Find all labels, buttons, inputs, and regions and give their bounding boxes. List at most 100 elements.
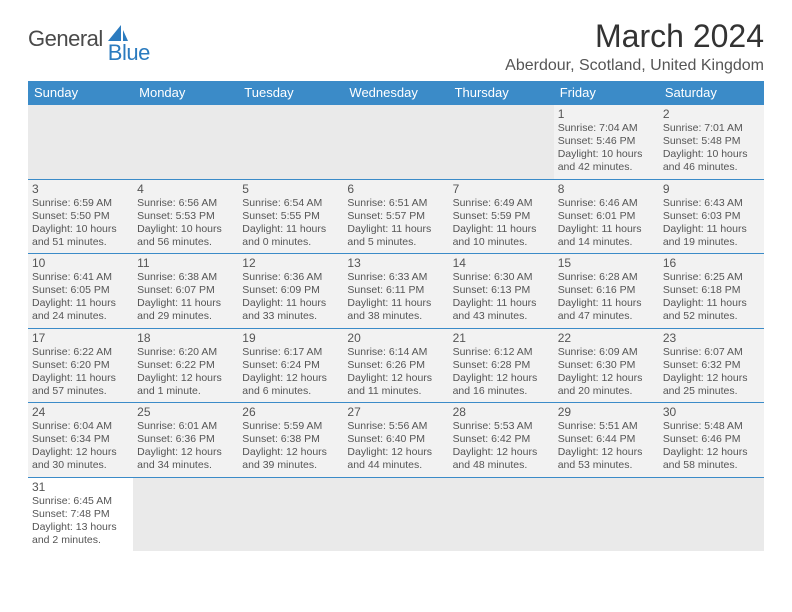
logo-text-general: General — [28, 26, 103, 52]
day-info: Sunrise: 6:20 AMSunset: 6:22 PMDaylight:… — [137, 346, 234, 399]
calendar-row: 3Sunrise: 6:59 AMSunset: 5:50 PMDaylight… — [28, 179, 764, 254]
calendar-cell-empty — [238, 105, 343, 180]
logo: General Blue — [28, 26, 172, 52]
calendar-cell: 2Sunrise: 7:01 AMSunset: 5:48 PMDaylight… — [659, 105, 764, 180]
weekday-header: Sunday — [28, 81, 133, 105]
day-number: 2 — [663, 107, 760, 121]
day-info: Sunrise: 6:54 AMSunset: 5:55 PMDaylight:… — [242, 197, 339, 250]
day-number: 30 — [663, 405, 760, 419]
calendar-cell: 24Sunrise: 6:04 AMSunset: 6:34 PMDayligh… — [28, 403, 133, 478]
day-info: Sunrise: 5:48 AMSunset: 6:46 PMDaylight:… — [663, 420, 760, 473]
calendar-table: SundayMondayTuesdayWednesdayThursdayFrid… — [28, 81, 764, 551]
calendar-cell: 5Sunrise: 6:54 AMSunset: 5:55 PMDaylight… — [238, 179, 343, 254]
calendar-cell: 28Sunrise: 5:53 AMSunset: 6:42 PMDayligh… — [449, 403, 554, 478]
calendar-cell: 14Sunrise: 6:30 AMSunset: 6:13 PMDayligh… — [449, 254, 554, 329]
day-number: 31 — [32, 480, 129, 494]
day-info: Sunrise: 6:04 AMSunset: 6:34 PMDaylight:… — [32, 420, 129, 473]
calendar-cell: 1Sunrise: 7:04 AMSunset: 5:46 PMDaylight… — [554, 105, 659, 180]
calendar-cell: 12Sunrise: 6:36 AMSunset: 6:09 PMDayligh… — [238, 254, 343, 329]
weekday-header: Thursday — [449, 81, 554, 105]
day-info: Sunrise: 6:22 AMSunset: 6:20 PMDaylight:… — [32, 346, 129, 399]
day-number: 23 — [663, 331, 760, 345]
calendar-cell-empty — [343, 477, 448, 551]
weekday-header: Friday — [554, 81, 659, 105]
calendar-cell: 9Sunrise: 6:43 AMSunset: 6:03 PMDaylight… — [659, 179, 764, 254]
calendar-cell: 30Sunrise: 5:48 AMSunset: 6:46 PMDayligh… — [659, 403, 764, 478]
day-number: 20 — [347, 331, 444, 345]
day-info: Sunrise: 6:25 AMSunset: 6:18 PMDaylight:… — [663, 271, 760, 324]
calendar-cell-empty — [238, 477, 343, 551]
weekday-header: Saturday — [659, 81, 764, 105]
day-info: Sunrise: 6:30 AMSunset: 6:13 PMDaylight:… — [453, 271, 550, 324]
day-info: Sunrise: 6:46 AMSunset: 6:01 PMDaylight:… — [558, 197, 655, 250]
calendar-cell: 21Sunrise: 6:12 AMSunset: 6:28 PMDayligh… — [449, 328, 554, 403]
day-info: Sunrise: 6:01 AMSunset: 6:36 PMDaylight:… — [137, 420, 234, 473]
day-number: 4 — [137, 182, 234, 196]
day-info: Sunrise: 6:17 AMSunset: 6:24 PMDaylight:… — [242, 346, 339, 399]
day-number: 1 — [558, 107, 655, 121]
page-title: March 2024 — [505, 18, 764, 55]
calendar-cell: 15Sunrise: 6:28 AMSunset: 6:16 PMDayligh… — [554, 254, 659, 329]
calendar-cell: 27Sunrise: 5:56 AMSunset: 6:40 PMDayligh… — [343, 403, 448, 478]
day-number: 24 — [32, 405, 129, 419]
calendar-cell: 6Sunrise: 6:51 AMSunset: 5:57 PMDaylight… — [343, 179, 448, 254]
day-info: Sunrise: 7:04 AMSunset: 5:46 PMDaylight:… — [558, 122, 655, 175]
calendar-cell-empty — [449, 477, 554, 551]
calendar-cell: 29Sunrise: 5:51 AMSunset: 6:44 PMDayligh… — [554, 403, 659, 478]
day-info: Sunrise: 6:45 AMSunset: 7:48 PMDaylight:… — [32, 495, 129, 548]
day-info: Sunrise: 5:56 AMSunset: 6:40 PMDaylight:… — [347, 420, 444, 473]
day-number: 12 — [242, 256, 339, 270]
weekday-header: Monday — [133, 81, 238, 105]
calendar-cell: 16Sunrise: 6:25 AMSunset: 6:18 PMDayligh… — [659, 254, 764, 329]
calendar-row: 24Sunrise: 6:04 AMSunset: 6:34 PMDayligh… — [28, 403, 764, 478]
weekday-header: Wednesday — [343, 81, 448, 105]
day-number: 26 — [242, 405, 339, 419]
header: General Blue March 2024 Aberdour, Scotla… — [28, 18, 764, 75]
day-info: Sunrise: 6:12 AMSunset: 6:28 PMDaylight:… — [453, 346, 550, 399]
day-info: Sunrise: 6:28 AMSunset: 6:16 PMDaylight:… — [558, 271, 655, 324]
day-number: 19 — [242, 331, 339, 345]
calendar-cell: 3Sunrise: 6:59 AMSunset: 5:50 PMDaylight… — [28, 179, 133, 254]
day-number: 3 — [32, 182, 129, 196]
calendar-cell: 18Sunrise: 6:20 AMSunset: 6:22 PMDayligh… — [133, 328, 238, 403]
calendar-cell-empty — [554, 477, 659, 551]
day-number: 16 — [663, 256, 760, 270]
calendar-row: 31Sunrise: 6:45 AMSunset: 7:48 PMDayligh… — [28, 477, 764, 551]
calendar-cell-empty — [28, 105, 133, 180]
day-number: 22 — [558, 331, 655, 345]
calendar-cell: 26Sunrise: 5:59 AMSunset: 6:38 PMDayligh… — [238, 403, 343, 478]
day-info: Sunrise: 7:01 AMSunset: 5:48 PMDaylight:… — [663, 122, 760, 175]
day-info: Sunrise: 6:14 AMSunset: 6:26 PMDaylight:… — [347, 346, 444, 399]
day-number: 27 — [347, 405, 444, 419]
calendar-cell-empty — [449, 105, 554, 180]
calendar-cell: 19Sunrise: 6:17 AMSunset: 6:24 PMDayligh… — [238, 328, 343, 403]
calendar-cell-empty — [659, 477, 764, 551]
weekday-header-row: SundayMondayTuesdayWednesdayThursdayFrid… — [28, 81, 764, 105]
day-number: 6 — [347, 182, 444, 196]
day-info: Sunrise: 5:51 AMSunset: 6:44 PMDaylight:… — [558, 420, 655, 473]
day-number: 15 — [558, 256, 655, 270]
day-info: Sunrise: 6:41 AMSunset: 6:05 PMDaylight:… — [32, 271, 129, 324]
calendar-cell: 20Sunrise: 6:14 AMSunset: 6:26 PMDayligh… — [343, 328, 448, 403]
calendar-cell: 13Sunrise: 6:33 AMSunset: 6:11 PMDayligh… — [343, 254, 448, 329]
day-number: 7 — [453, 182, 550, 196]
day-number: 11 — [137, 256, 234, 270]
calendar-cell: 11Sunrise: 6:38 AMSunset: 6:07 PMDayligh… — [133, 254, 238, 329]
day-number: 28 — [453, 405, 550, 419]
calendar-cell: 22Sunrise: 6:09 AMSunset: 6:30 PMDayligh… — [554, 328, 659, 403]
day-info: Sunrise: 6:09 AMSunset: 6:30 PMDaylight:… — [558, 346, 655, 399]
day-info: Sunrise: 6:56 AMSunset: 5:53 PMDaylight:… — [137, 197, 234, 250]
day-number: 5 — [242, 182, 339, 196]
day-number: 17 — [32, 331, 129, 345]
weekday-header: Tuesday — [238, 81, 343, 105]
location-text: Aberdour, Scotland, United Kingdom — [505, 57, 764, 75]
calendar-cell: 4Sunrise: 6:56 AMSunset: 5:53 PMDaylight… — [133, 179, 238, 254]
day-info: Sunrise: 6:51 AMSunset: 5:57 PMDaylight:… — [347, 197, 444, 250]
day-number: 8 — [558, 182, 655, 196]
calendar-cell: 25Sunrise: 6:01 AMSunset: 6:36 PMDayligh… — [133, 403, 238, 478]
day-number: 18 — [137, 331, 234, 345]
calendar-cell: 31Sunrise: 6:45 AMSunset: 7:48 PMDayligh… — [28, 477, 133, 551]
logo-text-blue: Blue — [108, 40, 150, 66]
day-info: Sunrise: 6:36 AMSunset: 6:09 PMDaylight:… — [242, 271, 339, 324]
day-info: Sunrise: 6:07 AMSunset: 6:32 PMDaylight:… — [663, 346, 760, 399]
